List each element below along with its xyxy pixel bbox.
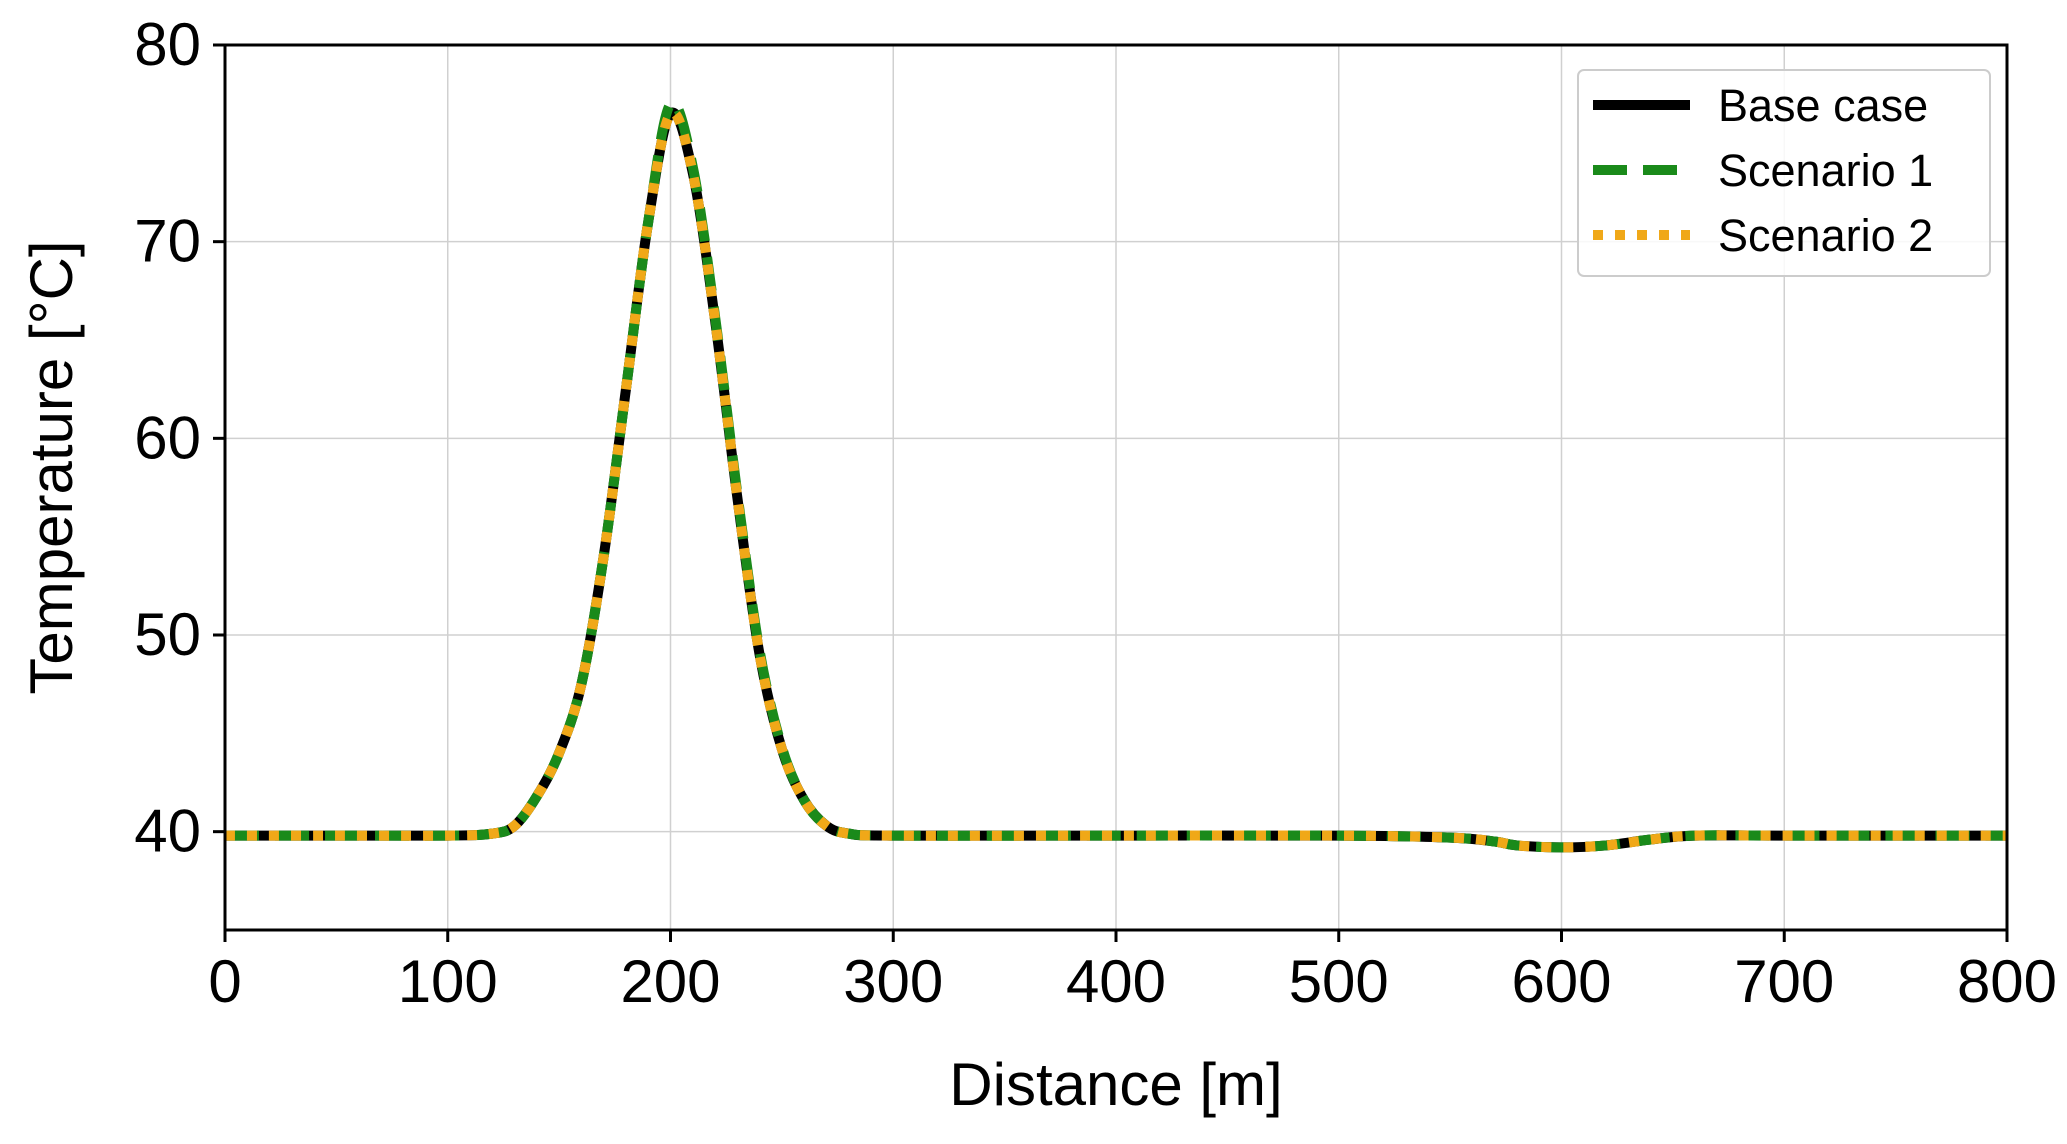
- legend-label-scenario-2: Scenario 2: [1718, 210, 1933, 261]
- series-lines: [225, 97, 2007, 853]
- y-tick-label: 40: [134, 798, 201, 865]
- y-tick-label: 60: [134, 404, 201, 471]
- series-line-scenario-2: [225, 107, 2007, 853]
- y-axis-title: Temperature [°C]: [18, 240, 85, 694]
- x-tick-label: 200: [620, 948, 720, 1015]
- legend-label-base-case: Base case: [1718, 80, 1928, 131]
- y-tick-label: 50: [134, 601, 201, 668]
- axis-ticks: 0 100 200 300 400 500 600 700 800 40 50 60 70 80: [134, 11, 2057, 1015]
- x-tick-label: 100: [398, 948, 498, 1015]
- legend: Base case Scenario 1 Scenario 2: [1577, 69, 1991, 277]
- legend-box: [1577, 69, 1991, 277]
- x-tick-label: 300: [843, 948, 943, 1015]
- y-tick-label: 80: [134, 11, 201, 78]
- series-line-scenario-1: [225, 97, 2007, 853]
- x-tick-label: 400: [1066, 948, 1166, 1015]
- x-tick-label: 600: [1511, 948, 1611, 1015]
- x-tick-label: 800: [1957, 948, 2057, 1015]
- legend-label-scenario-1: Scenario 1: [1718, 145, 1933, 196]
- x-axis-title: Distance [m]: [949, 1051, 1282, 1118]
- x-tick-label: 700: [1734, 948, 1834, 1015]
- y-tick-label: 70: [134, 208, 201, 275]
- x-tick-label: 0: [208, 948, 241, 1015]
- x-tick-label: 500: [1289, 948, 1389, 1015]
